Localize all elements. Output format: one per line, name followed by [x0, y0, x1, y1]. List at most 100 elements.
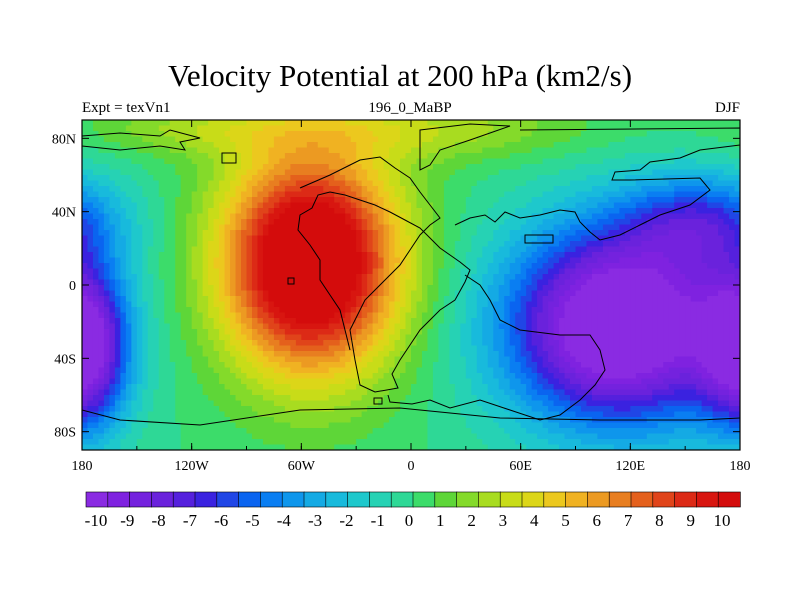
field-cell — [400, 202, 407, 209]
field-cell — [224, 125, 231, 132]
field-cell — [147, 334, 154, 341]
field-cell — [175, 197, 182, 204]
field-cell — [142, 230, 149, 237]
field-cell — [306, 307, 313, 314]
field-cell — [208, 208, 215, 215]
field-cell — [197, 329, 204, 336]
field-cell — [87, 180, 94, 187]
field-cell — [723, 329, 730, 336]
field-cell — [613, 169, 620, 176]
field-cell — [619, 219, 626, 226]
field-cell — [443, 307, 450, 314]
field-cell — [246, 175, 253, 182]
field-cell — [82, 263, 89, 270]
field-cell — [707, 296, 714, 303]
field-cell — [443, 131, 450, 138]
field-cell — [350, 219, 357, 226]
field-cell — [191, 268, 198, 275]
field-cell — [136, 164, 143, 171]
field-cell — [696, 158, 703, 165]
field-cell — [290, 312, 297, 319]
field-cell — [613, 175, 620, 182]
field-cell — [438, 197, 445, 204]
field-cell — [87, 191, 94, 198]
field-cell — [509, 252, 516, 259]
field-cell — [158, 268, 165, 275]
field-cell — [641, 296, 648, 303]
field-cell — [487, 197, 494, 204]
field-cell — [191, 285, 198, 292]
field-cell — [109, 285, 116, 292]
field-cell — [411, 301, 418, 308]
field-cell — [268, 235, 275, 242]
field-cell — [361, 230, 368, 237]
field-cell — [312, 268, 319, 275]
field-cell — [175, 323, 182, 330]
field-cell — [580, 235, 588, 242]
field-cell — [498, 219, 505, 226]
field-cell — [405, 125, 412, 132]
field-cell — [526, 169, 533, 176]
field-cell — [570, 224, 577, 231]
field-cell — [257, 120, 264, 127]
field-cell — [734, 219, 740, 226]
field-cell — [701, 246, 708, 253]
field-cell — [334, 296, 341, 303]
field-cell — [114, 241, 121, 248]
field-cell — [668, 263, 675, 270]
field-cell — [284, 131, 291, 138]
field-cell — [498, 131, 505, 138]
field-cell — [125, 153, 132, 160]
field-cell — [224, 268, 231, 275]
field-cell — [427, 334, 434, 341]
field-cell — [718, 285, 725, 292]
field-cell — [197, 191, 204, 198]
field-cell — [328, 340, 335, 347]
field-cell — [476, 345, 483, 352]
field-cell — [169, 246, 176, 253]
field-cell — [268, 219, 275, 226]
field-cell — [487, 235, 494, 242]
field-cell — [268, 224, 275, 231]
field-cell — [82, 202, 89, 209]
field-cell — [136, 241, 143, 248]
field-cell — [334, 197, 341, 204]
field-cell — [246, 268, 253, 275]
field-cell — [580, 252, 588, 259]
field-cell — [652, 219, 659, 226]
field-cell — [367, 219, 374, 226]
field-cell — [268, 268, 275, 275]
field-cell — [663, 213, 670, 220]
field-cell — [114, 125, 121, 132]
field-cell — [82, 257, 89, 264]
field-cell — [230, 323, 237, 330]
field-cell — [197, 252, 204, 259]
field-cell — [394, 340, 401, 347]
field-cell — [696, 230, 703, 237]
field-cell — [197, 312, 204, 319]
field-cell — [164, 125, 171, 132]
field-cell — [504, 257, 511, 264]
field-cell — [142, 290, 149, 297]
field-cell — [619, 274, 626, 281]
field-cell — [734, 246, 740, 253]
field-cell — [411, 329, 418, 336]
field-cell — [241, 279, 248, 286]
field-cell — [213, 274, 220, 281]
field-cell — [213, 153, 220, 160]
field-cell — [690, 197, 697, 204]
field-cell — [153, 191, 160, 198]
field-cell — [290, 329, 297, 336]
field-cell — [103, 186, 111, 193]
field-cell — [559, 136, 566, 143]
field-cell — [262, 175, 270, 182]
field-cell — [87, 164, 94, 171]
field-cell — [186, 169, 193, 176]
field-cell — [537, 296, 544, 303]
field-cell — [394, 180, 401, 187]
field-cell — [542, 125, 549, 132]
field-cell — [136, 235, 143, 242]
field-cell — [164, 213, 171, 220]
field-cell — [251, 257, 259, 264]
field-cell — [257, 301, 264, 308]
